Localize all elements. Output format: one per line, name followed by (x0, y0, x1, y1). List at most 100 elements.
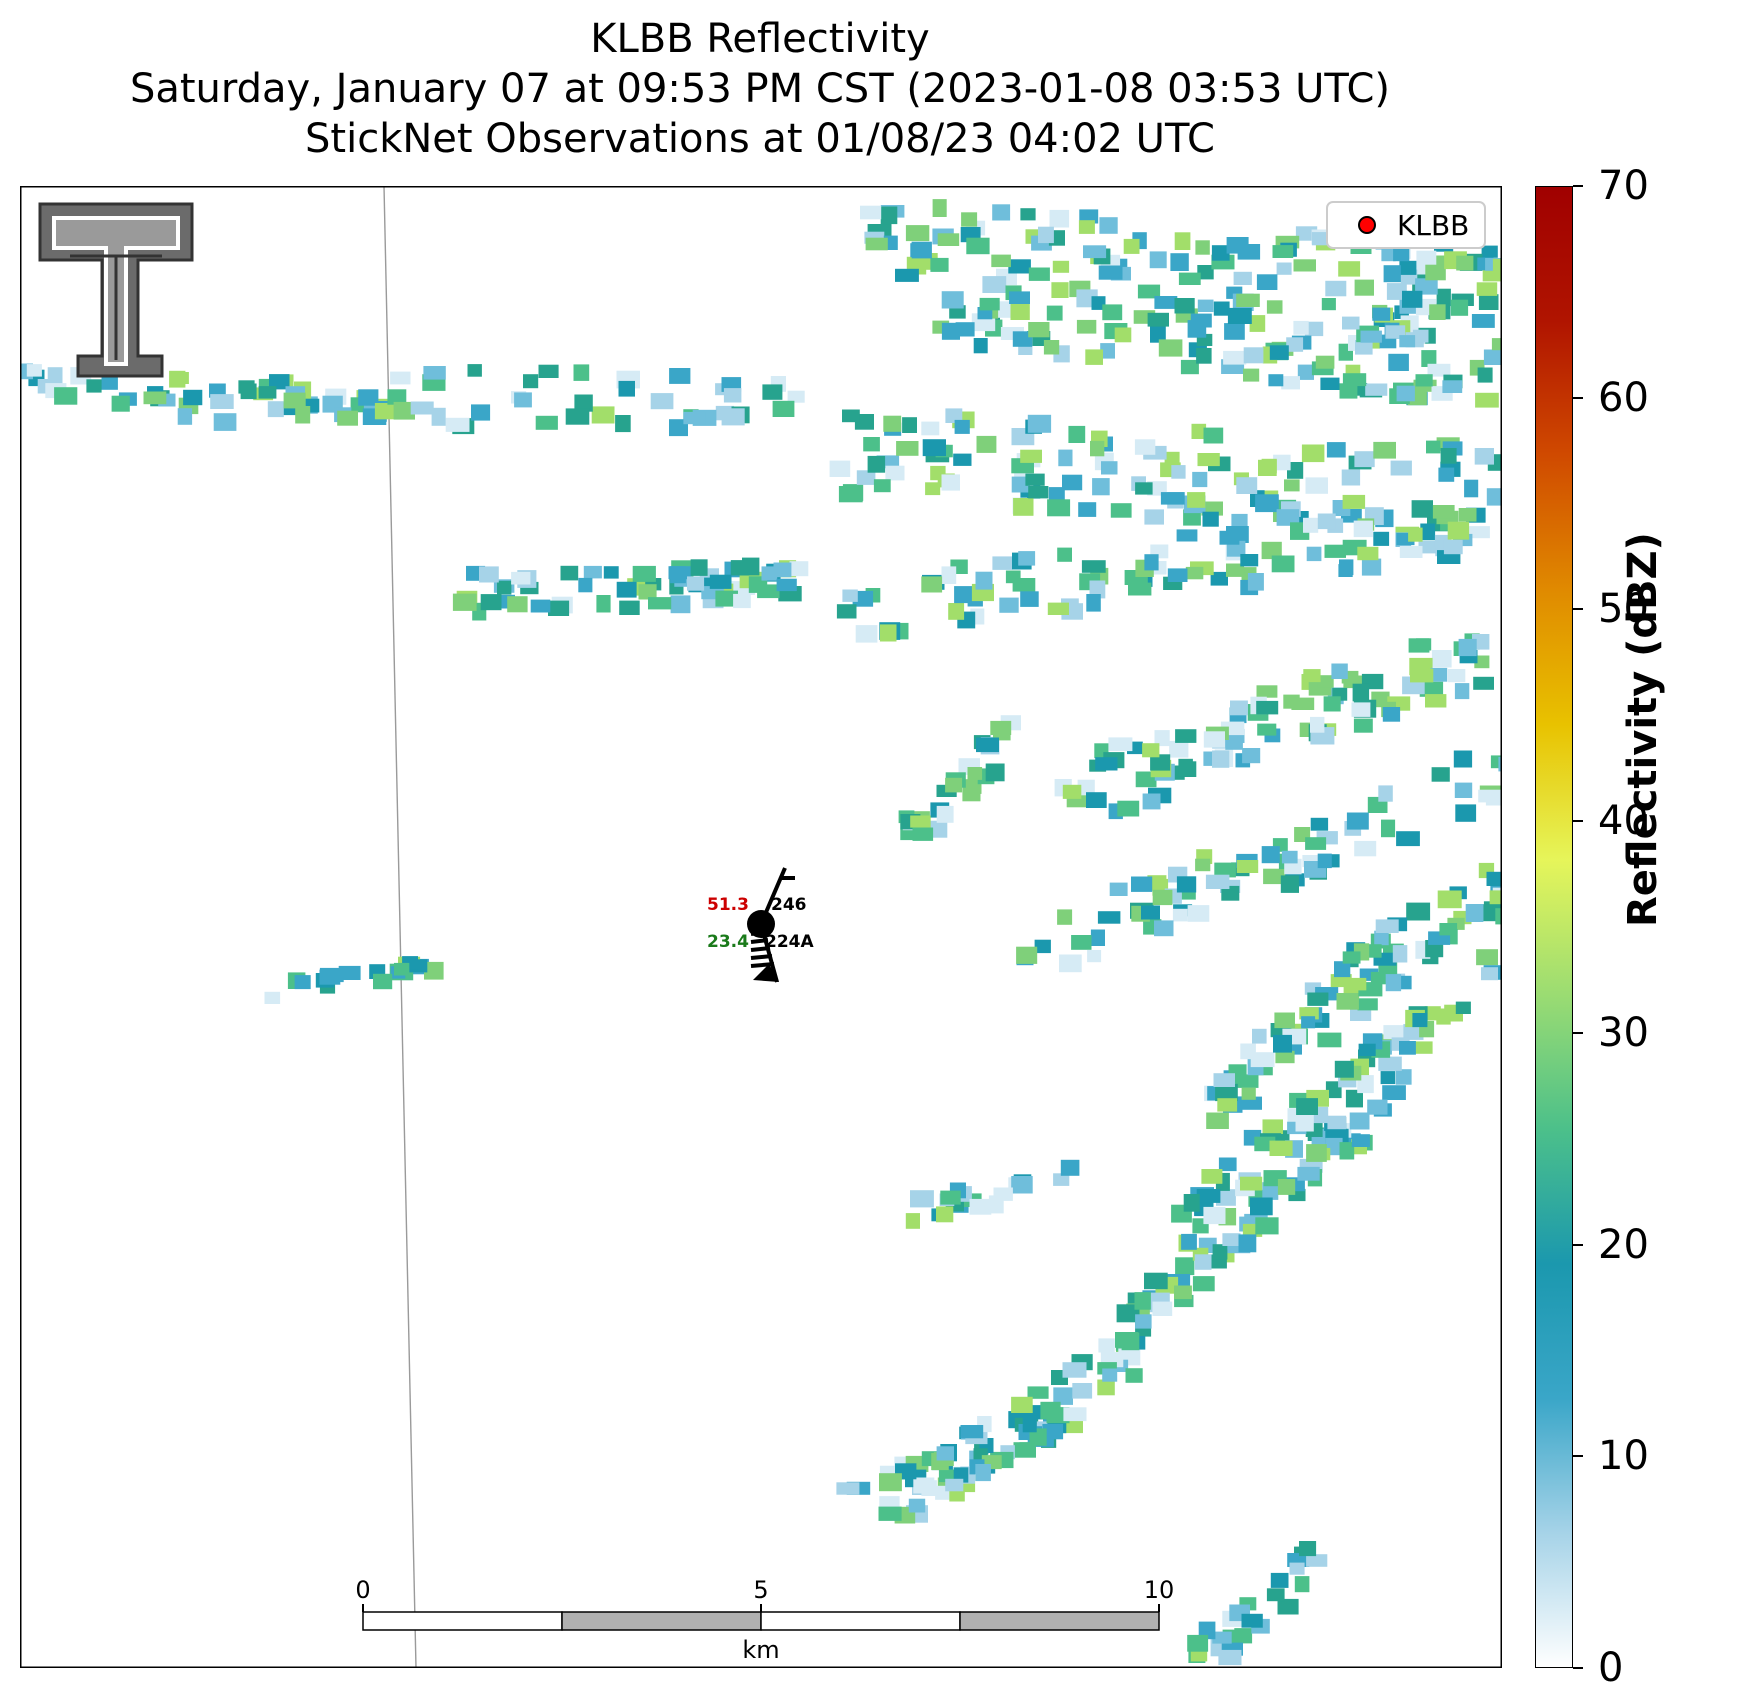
echo-pixel (1058, 449, 1073, 467)
echo-pixel (1213, 301, 1230, 316)
echo-pixel (615, 415, 631, 433)
echo-pixel (992, 556, 1013, 570)
echo-pixel (535, 415, 558, 430)
echo-pixel (1081, 560, 1106, 573)
station-marker (747, 910, 775, 938)
echo-pixel (1498, 757, 1502, 772)
colorbar-tick-label: 60 (1598, 374, 1649, 421)
echo-pixel (1284, 479, 1300, 492)
echo-pixel (1261, 846, 1280, 864)
echo-pixel (523, 374, 539, 389)
echo-pixel (1280, 875, 1299, 893)
echo-pixel (945, 777, 963, 793)
echo-pixel (1164, 451, 1180, 467)
echo-pixel (1249, 315, 1266, 332)
echo-pixel (1202, 511, 1219, 527)
echo-pixel (1062, 1362, 1087, 1378)
echo-pixel (1353, 718, 1373, 733)
echo-pixel (1201, 1169, 1223, 1184)
echo-pixel (945, 1478, 964, 1492)
echo-pixel (1374, 930, 1389, 946)
echo-pixel (1116, 1304, 1140, 1323)
echo-pixel (865, 237, 888, 251)
echo-pixel (761, 566, 778, 581)
echo-pixel (1052, 260, 1070, 273)
echo-pixel (910, 1190, 934, 1208)
echo-pixel (1010, 302, 1030, 320)
echo-pixel (1226, 563, 1245, 577)
echo-pixel (1011, 1396, 1033, 1413)
echo-pixel (1225, 735, 1243, 750)
echo-pixel (1175, 1257, 1195, 1276)
echo-pixel (1191, 423, 1207, 439)
echo-pixel (1495, 908, 1502, 925)
echo-pixel (1012, 331, 1033, 347)
echo-pixel (1325, 1081, 1342, 1099)
echo-pixel (1303, 517, 1319, 533)
echo-pixel (879, 1496, 900, 1510)
echo-pixel (1477, 367, 1493, 383)
echo-pixel (1181, 1233, 1197, 1250)
echo-pixel (1043, 340, 1060, 355)
echo-pixel (921, 576, 943, 593)
echo-pixel (1198, 1621, 1216, 1640)
echo-pixel (975, 571, 993, 590)
echo-pixel (1028, 267, 1050, 281)
echo-pixel (948, 603, 965, 620)
echo-pixel (945, 408, 963, 423)
echo-pixel (616, 581, 637, 598)
echo-pixel (573, 364, 590, 381)
echo-pixel (479, 566, 499, 583)
echo-pixel (878, 1506, 902, 1521)
echo-pixel (1320, 377, 1340, 390)
echo-pixel (1305, 477, 1328, 494)
echo-pixel (1317, 675, 1334, 688)
echo-pixel (1053, 1173, 1070, 1186)
echo-pixel (669, 368, 691, 384)
echo-pixel (1396, 385, 1415, 402)
echo-pixel (1187, 1634, 1209, 1652)
scale-tick-10: 10 (1144, 1576, 1175, 1604)
echo-pixel (1090, 929, 1105, 946)
echo-pixel (1275, 1050, 1295, 1064)
echo-pixel (856, 470, 876, 485)
echo-pixel (1408, 527, 1423, 542)
echo-pixel (1342, 316, 1360, 330)
echo-pixel (976, 737, 999, 753)
echo-pixel (1142, 793, 1161, 810)
echo-pixel (1432, 505, 1455, 519)
echo-pixel (1110, 503, 1132, 518)
echo-pixel (1057, 909, 1073, 925)
echo-pixel (873, 479, 891, 493)
echo-pixel (638, 584, 657, 600)
echo-pixel (1063, 1407, 1087, 1422)
echo-pixel (1490, 755, 1502, 769)
legend: KLBB (1326, 201, 1486, 249)
echo-pixel (1440, 448, 1457, 464)
echo-pixel (1059, 954, 1082, 973)
echo-pixel (879, 624, 897, 642)
echo-pixel (1236, 293, 1260, 307)
colorbar-tick-label: 40 (1598, 798, 1649, 845)
echo-pixel (1101, 461, 1118, 475)
echo-pixel (1297, 364, 1314, 380)
echo-pixel (690, 559, 708, 576)
echo-pixel (1415, 278, 1438, 295)
echo-pixel (1142, 743, 1160, 758)
echo-pixel (895, 268, 919, 282)
echo-pixel (1378, 785, 1393, 802)
echo-pixel (1217, 1098, 1238, 1112)
echo-pixel (1489, 890, 1502, 905)
echo-pixel (1183, 509, 1201, 526)
echo-pixel (1277, 1598, 1299, 1615)
echo-pixel (1114, 327, 1132, 343)
echo-pixel (1174, 232, 1191, 250)
radar-map[interactable]: KLBB 51.3 246 23.4 224A 0 5 10 km (20, 186, 1502, 1668)
echo-pixel (1306, 1144, 1327, 1162)
echo-pixel (1180, 359, 1199, 375)
echo-pixel (1102, 304, 1123, 321)
echo-pixel (776, 578, 797, 592)
echo-pixel (1238, 1234, 1257, 1253)
echo-pixel (925, 482, 941, 496)
echo-pixel (992, 204, 1011, 221)
